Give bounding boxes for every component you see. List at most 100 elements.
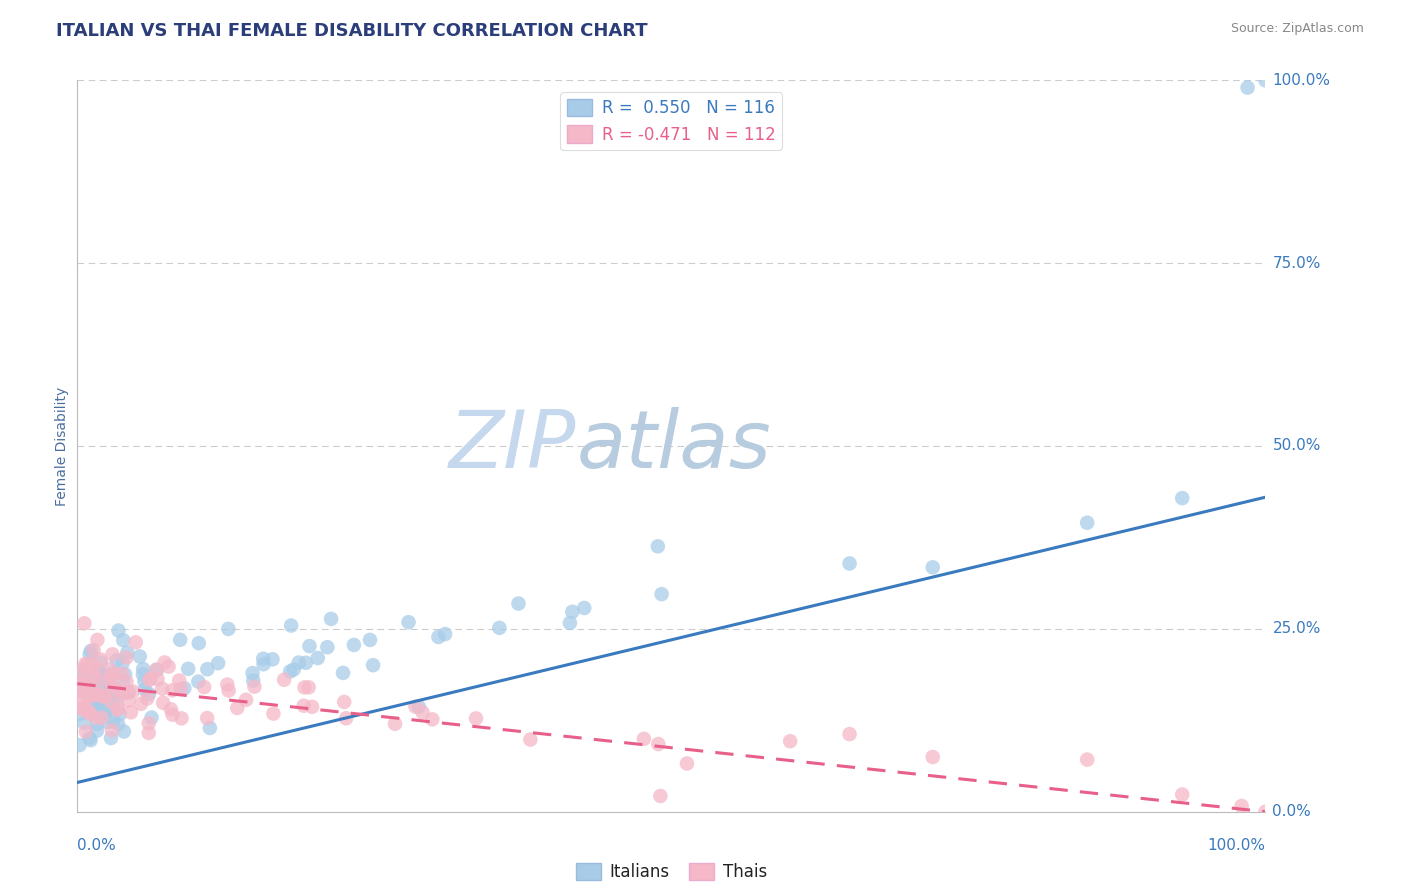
Point (633, 731, 655, 746)
Point (838, 557, 860, 571)
Text: 25.0%: 25.0% (1272, 622, 1320, 636)
Point (160, 702, 183, 716)
Point (80, 699, 103, 714)
Point (76, 685, 98, 699)
Point (278, 665, 301, 679)
Point (100, 695, 122, 709)
Point (167, 673, 190, 688)
Point (427, 630, 450, 644)
Point (76, 678, 98, 692)
Point (117, 646, 139, 660)
Point (676, 756, 699, 771)
Point (287, 656, 309, 670)
Point (111, 656, 134, 670)
Point (138, 687, 160, 701)
Point (100, 731, 122, 745)
Point (647, 539, 669, 553)
Point (79, 676, 101, 690)
Point (70, 665, 93, 679)
Point (103, 681, 125, 695)
Point (1076, 753, 1098, 767)
Point (67, 684, 90, 698)
Point (307, 651, 329, 665)
Point (283, 662, 305, 676)
Legend: Italians, Thais: Italians, Thais (569, 856, 773, 888)
Point (97, 700, 120, 714)
Point (465, 711, 488, 725)
Point (235, 693, 257, 707)
Point (69, 701, 91, 715)
Point (519, 732, 541, 747)
Point (91, 711, 114, 725)
Point (218, 683, 240, 698)
Point (193, 680, 215, 694)
Point (1171, 491, 1194, 505)
Point (76, 672, 98, 686)
Point (128, 649, 150, 664)
Point (207, 656, 229, 670)
Point (82, 675, 104, 690)
Point (84, 711, 107, 725)
Point (125, 635, 148, 649)
Point (110, 687, 132, 701)
Point (86, 699, 108, 714)
Point (73, 685, 96, 699)
Point (1076, 516, 1098, 530)
Point (242, 673, 264, 688)
Point (76, 681, 98, 696)
Point (83, 668, 105, 682)
Point (87, 665, 110, 679)
Point (1254, 805, 1277, 819)
Text: ITALIAN VS THAI FEMALE DISABILITY CORRELATION CHART: ITALIAN VS THAI FEMALE DISABILITY CORREL… (56, 22, 648, 40)
Point (79, 705, 101, 719)
Point (103, 714, 125, 729)
Point (177, 662, 200, 676)
Point (101, 684, 124, 698)
Point (162, 707, 184, 722)
Point (86, 684, 108, 698)
Point (84, 703, 107, 717)
Point (647, 737, 669, 751)
Point (90, 699, 112, 714)
Point (91, 667, 114, 681)
Point (73, 661, 96, 675)
Text: 0.0%: 0.0% (1272, 805, 1312, 819)
Point (242, 666, 264, 681)
Point (98, 662, 121, 676)
Point (82, 684, 104, 698)
Point (100, 669, 122, 683)
Point (114, 667, 136, 681)
Point (384, 716, 406, 731)
Point (361, 658, 384, 673)
Point (107, 703, 129, 717)
Point (146, 672, 169, 686)
Point (561, 605, 583, 619)
Point (138, 673, 160, 687)
Point (94, 683, 117, 698)
Point (838, 727, 860, 741)
Point (295, 656, 318, 670)
Point (138, 716, 160, 731)
Point (650, 789, 672, 803)
Point (67, 676, 90, 690)
Point (157, 659, 180, 673)
Point (83, 661, 105, 675)
Point (319, 612, 342, 626)
Point (262, 706, 284, 721)
Point (84, 690, 107, 704)
Point (105, 653, 128, 667)
Point (67, 691, 90, 706)
Point (84, 688, 107, 702)
Point (921, 750, 943, 764)
Point (408, 699, 430, 714)
Text: 100.0%: 100.0% (1272, 73, 1330, 87)
Point (301, 699, 323, 714)
Point (1171, 788, 1194, 802)
Point (412, 706, 434, 720)
Point (1236, 80, 1258, 95)
Point (262, 652, 284, 666)
Point (101, 701, 124, 715)
Point (420, 712, 443, 726)
Point (111, 684, 134, 698)
Point (69, 679, 91, 693)
